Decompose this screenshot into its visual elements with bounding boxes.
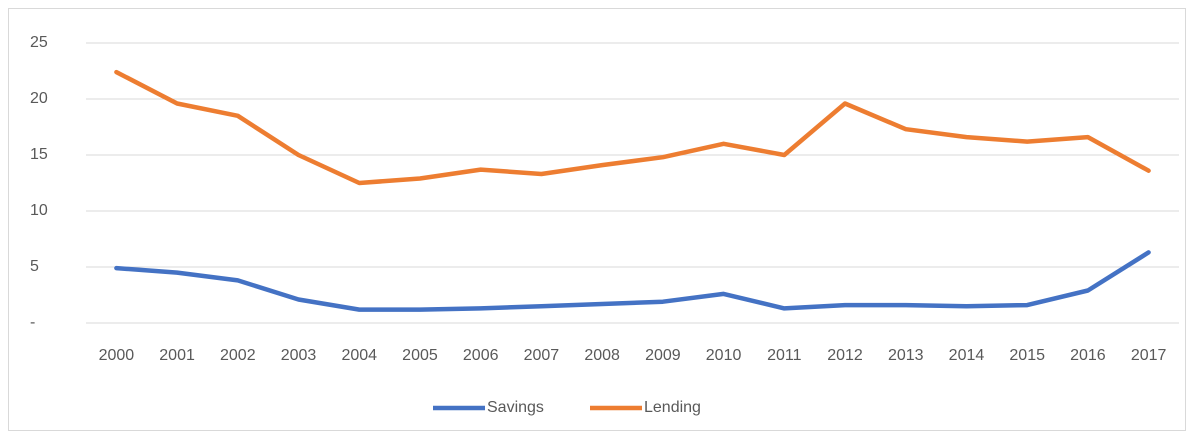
x-tick-label: 2000 [99,347,135,364]
series-line [114,250,1151,312]
x-tick-label: 2002 [220,347,256,364]
x-tick-label: 2007 [524,347,560,364]
x-tick-label: 2005 [402,347,438,364]
x-tick-label: 2014 [949,347,985,364]
y-tick-label: 20 [30,90,48,107]
x-tick-label: 2011 [767,347,802,364]
y-tick-label: 10 [30,202,48,219]
x-tick-label: 2008 [584,347,620,364]
series-line [114,69,1151,186]
x-tick-label: 2013 [888,347,924,364]
chart-frame [8,8,1186,431]
y-tick-label: 15 [30,146,48,163]
x-tick-label: 2006 [463,347,499,364]
y-tick-label: 25 [30,34,48,51]
legend-label: Savings [487,399,544,416]
x-tick-label: 2001 [159,347,195,364]
x-tick-label: 2004 [341,347,377,364]
x-tick-label: 2016 [1070,347,1106,364]
x-tick-label: 2012 [827,347,863,364]
legend-label: Lending [644,399,701,416]
x-tick-label: 2017 [1131,347,1167,364]
y-tick-label: 5 [30,258,39,275]
x-tick-label: 2009 [645,347,681,364]
x-tick-label: 2010 [706,347,742,364]
x-tick-label: 2015 [1009,347,1045,364]
x-tick-label: 2003 [281,347,317,364]
y-tick-label: - [30,314,35,331]
